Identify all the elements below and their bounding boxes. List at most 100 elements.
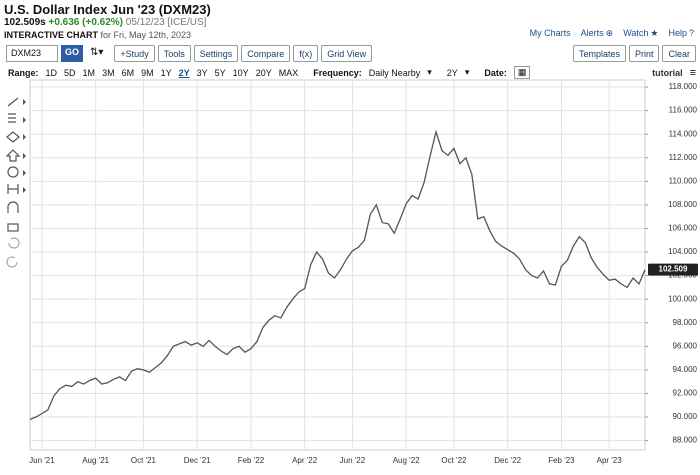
links: My Charts Alerts ⊕ Watch ★ Help? <box>530 28 694 39</box>
chart-date: for Fri, May 12th, 2023 <box>100 30 192 40</box>
tool-magnet[interactable] <box>7 201 19 213</box>
date-source: 05/12/23 [ICE/US] <box>125 17 207 28</box>
range-bar: Range: 1D 5D 1M 3M 6M 9M 1Y 2Y 3Y 5Y 10Y 20Y MAX Fre… <box>8 66 696 79</box>
tool-shape[interactable] <box>6 131 20 143</box>
range-option[interactable]: 6M <box>121 67 135 78</box>
frequency[interactable]: Daily Nearby <box>368 67 421 78</box>
range-option[interactable]: 5D <box>64 67 76 78</box>
y-tick-label: 112.000 <box>669 153 698 162</box>
x-tick-label: Jun '21 <box>29 456 55 465</box>
tool-button[interactable]: f(x) <box>293 45 319 62</box>
y-tick-label: 108.000 <box>668 200 697 209</box>
header-link[interactable]: Help <box>668 28 687 38</box>
x-tick-label: Apr '22 <box>292 456 318 465</box>
price-line <box>29 129 646 421</box>
range-option[interactable]: 2Y <box>178 67 190 78</box>
tool-button[interactable]: Tools <box>157 45 191 62</box>
tool-undo[interactable] <box>8 237 20 249</box>
x-tick-label: Apr '23 <box>597 456 623 465</box>
y-tick-label: 118.000 <box>669 82 698 91</box>
y-tick-label: 104.000 <box>668 247 697 256</box>
last-price-box <box>648 263 698 276</box>
x-tick-label: Oct '21 <box>131 456 157 465</box>
range-option[interactable]: 5Y <box>214 67 226 78</box>
toolbar: DXM23 GO ⇅▾ +Study Tools Settings Compare f(… <box>6 45 696 63</box>
x-tick-label: Aug '21 <box>82 456 109 465</box>
tool-redo[interactable] <box>6 256 18 268</box>
header-link[interactable]: My Charts <box>529 28 571 38</box>
right-buttons: Templates Print Clear <box>572 45 696 63</box>
tool-button[interactable]: Settings <box>193 45 239 62</box>
go-button[interactable]: GO <box>61 45 84 62</box>
frequency-label: Frequency: <box>313 67 362 78</box>
range-option[interactable]: 3M <box>102 67 115 78</box>
range-option[interactable]: 1D <box>45 67 58 78</box>
y-tick-label: 100.000 <box>668 294 697 303</box>
ranges: 1D 5D 1M 3M 6M 9M 1Y 2Y 3Y 5Y 10Y 20Y MAX <box>46 68 299 78</box>
y-tick-label: 96.000 <box>673 341 698 350</box>
range-option[interactable]: 20Y <box>255 67 272 78</box>
right-button[interactable]: Templates <box>572 45 626 62</box>
y-tick-label: 116.000 <box>669 106 698 115</box>
calendar[interactable]: ▦ <box>513 66 531 79</box>
y-tick-label: 110.000 <box>669 176 698 185</box>
tool-lock[interactable] <box>7 223 19 232</box>
tool-fib[interactable] <box>8 113 16 123</box>
range-label: Range: <box>8 67 39 78</box>
menu[interactable]: ≡ <box>689 66 696 79</box>
header-link[interactable]: Alerts <box>580 28 604 38</box>
change: +0.636 <box>48 17 80 28</box>
tool-text[interactable] <box>7 166 19 178</box>
dropdown: ▾ <box>427 67 432 77</box>
date-label: Date: <box>484 67 507 78</box>
right-button[interactable]: Clear <box>662 45 696 62</box>
price: 102.509s <box>4 17 46 28</box>
link-icon: ⊕ <box>605 28 614 38</box>
tool-arrow[interactable] <box>5 149 21 162</box>
change-pct: (+0.62%) <box>82 17 124 28</box>
x-tick-label: Oct '22 <box>441 456 467 465</box>
link-icon: ★ <box>650 28 659 38</box>
range-option[interactable]: 10Y <box>232 67 249 78</box>
dropdown: ▾ <box>464 67 470 77</box>
symbol-input[interactable]: DXM23 <box>6 45 58 62</box>
range-option[interactable]: 1M <box>82 67 96 78</box>
last-price-label: 102.509 <box>659 265 688 274</box>
tool-button[interactable]: +Study <box>114 45 155 62</box>
x-tick-label: Dec '21 <box>184 456 211 465</box>
y-tick-label: 92.000 <box>673 389 698 398</box>
y-tick-label: 94.000 <box>673 365 698 374</box>
chart-info: INTERACTIVE CHART for Fri, May 12th, 202… <box>4 30 191 40</box>
bar-type[interactable]: ⇅▾ <box>90 47 104 58</box>
tutorial[interactable]: tutorial <box>652 67 683 78</box>
expand-arrows <box>23 99 26 193</box>
x-tick-label: Feb '22 <box>238 456 265 465</box>
x-tick-label: Feb '23 <box>548 456 575 465</box>
x-tick-label: Aug '22 <box>393 456 420 465</box>
x-tick-label: Jun '22 <box>340 456 366 465</box>
y-tick-label: 114.000 <box>669 129 698 138</box>
drawing-tools <box>5 97 21 268</box>
tool-buttons: +Study Tools Settings Compare f(x) Grid View <box>114 45 373 63</box>
tool-measure[interactable] <box>7 184 19 194</box>
tool-button[interactable]: Grid View <box>321 45 373 62</box>
range-option[interactable]: 1Y <box>160 67 172 78</box>
header-link[interactable]: Watch <box>623 28 649 38</box>
y-tick-label: 106.000 <box>668 224 697 233</box>
plot-area <box>29 79 646 451</box>
chart-label: INTERACTIVE CHART <box>4 30 98 40</box>
link-icon: ? <box>688 28 694 38</box>
range-option[interactable]: 9M <box>141 67 154 78</box>
y-tick-label: 90.000 <box>673 412 698 421</box>
right-button[interactable]: Print <box>628 45 660 62</box>
tool-line[interactable] <box>7 97 19 107</box>
range-option[interactable]: MAX <box>278 67 299 78</box>
tool-button[interactable]: Compare <box>241 45 291 62</box>
period[interactable]: 2Y <box>446 67 458 78</box>
x-tick-label: Dec '22 <box>494 456 521 465</box>
title: U.S. Dollar Index Jun '23 (DXM23) <box>4 2 211 17</box>
tool-arrows <box>23 99 26 193</box>
range-option[interactable]: 3Y <box>196 67 208 78</box>
